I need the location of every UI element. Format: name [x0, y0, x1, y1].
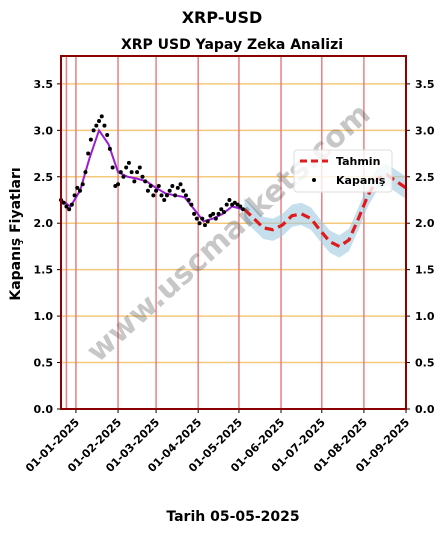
legend: Tahmin Kapanış: [293, 149, 393, 193]
close-point: [69, 202, 74, 207]
close-point: [61, 200, 66, 205]
close-point: [86, 151, 91, 156]
y-tick-label: 2.0: [34, 217, 54, 230]
close-point: [162, 197, 167, 202]
close-point: [107, 146, 112, 151]
close-point: [186, 197, 191, 202]
close-point: [105, 132, 110, 137]
close-point: [88, 137, 93, 142]
close-point: [148, 184, 153, 189]
close-point: [151, 193, 156, 198]
close-point: [200, 216, 205, 221]
close-point: [221, 210, 226, 215]
close-point: [129, 170, 134, 175]
close-point: [145, 188, 150, 193]
close-point: [94, 123, 99, 128]
y-tick-label: 0.0: [34, 403, 54, 416]
chart-title: XRP USD Yapay Zeka Analizi: [121, 37, 343, 53]
close-point: [205, 219, 210, 224]
close-point: [72, 193, 77, 198]
close-point: [181, 188, 186, 193]
close-point: [102, 123, 107, 128]
y-axis-label: Kapanış Fiyatları: [8, 167, 24, 300]
close-point: [126, 160, 131, 165]
close-point: [124, 165, 129, 170]
close-point: [194, 216, 199, 221]
close-point: [137, 165, 142, 170]
close-point: [135, 170, 140, 175]
close-point: [121, 174, 126, 179]
close-point: [241, 207, 246, 212]
close-point: [192, 211, 197, 216]
close-point: [238, 204, 243, 209]
close-point: [164, 193, 169, 198]
y-ticks-left: 0.0 0.5 1.0 1.5 2.0 2.5 3.0 3.5: [34, 78, 61, 416]
legend-label-close: Kapanış: [336, 174, 386, 187]
y-tick-label-right: 1.5: [415, 264, 435, 277]
plot-frame: [60, 55, 407, 410]
close-point: [216, 211, 221, 216]
close-point: [99, 114, 104, 119]
close-point: [83, 170, 88, 175]
close-point: [143, 179, 148, 184]
y-tick-label: 2.5: [34, 171, 54, 184]
x-ticks: 01-01-202501-02-202501-03-202501-04-2025…: [23, 409, 412, 475]
y-tick-label-right: 3.5: [415, 78, 435, 91]
close-point: [97, 119, 102, 124]
close-point: [154, 188, 159, 193]
close-point: [183, 193, 188, 198]
y-tick-label: 1.5: [34, 264, 54, 277]
close-point: [211, 211, 216, 216]
close-point: [173, 193, 178, 198]
close-point: [170, 184, 175, 189]
close-point: [213, 216, 218, 221]
y-tick-label-right: 0.5: [415, 357, 435, 370]
legend-box: [293, 149, 393, 193]
close-point: [132, 179, 137, 184]
y-tick-label: 1.0: [34, 310, 54, 323]
series-line-trend: [60, 128, 244, 223]
y-tick-label: 3.5: [34, 78, 54, 91]
close-point: [224, 202, 229, 207]
legend-close-swatch: [312, 178, 316, 182]
x-axis-label: Tarih 05-05-2025: [166, 509, 299, 525]
close-point: [140, 174, 145, 179]
y-tick-label-right: 3.0: [415, 124, 435, 137]
close-point: [159, 193, 164, 198]
legend-label-forecast: Tahmin: [336, 155, 380, 168]
close-point: [178, 182, 183, 187]
y-tick-label: 3.0: [34, 124, 54, 137]
close-point: [197, 221, 202, 226]
close-point: [78, 188, 83, 193]
close-points-layer: [59, 114, 246, 228]
close-point: [227, 197, 232, 202]
y-ticks-right: 0.0 0.5 1.0 1.5 2.0 2.5 3.0 3.5: [406, 78, 435, 416]
close-point: [175, 185, 180, 190]
y-tick-label-right: 0.0: [415, 403, 435, 416]
close-point: [110, 165, 115, 170]
plot-frame-rect: [60, 55, 407, 410]
close-point: [80, 182, 85, 187]
close-point: [118, 170, 123, 175]
y-tick-label-right: 2.5: [415, 171, 435, 184]
close-point: [167, 188, 172, 193]
y-tick-label-right: 1.0: [415, 310, 435, 323]
chart-suptitle: XRP-USD: [182, 8, 263, 27]
close-point: [64, 204, 69, 209]
close-point: [75, 185, 80, 190]
close-point: [156, 184, 161, 189]
y-tick-label: 0.5: [34, 357, 54, 370]
close-point: [116, 182, 121, 187]
close-point: [219, 207, 224, 212]
close-point: [67, 207, 72, 212]
close-point: [91, 128, 96, 133]
y-tick-label-right: 2.0: [415, 217, 435, 230]
close-point: [202, 223, 207, 228]
close-point: [189, 202, 194, 207]
